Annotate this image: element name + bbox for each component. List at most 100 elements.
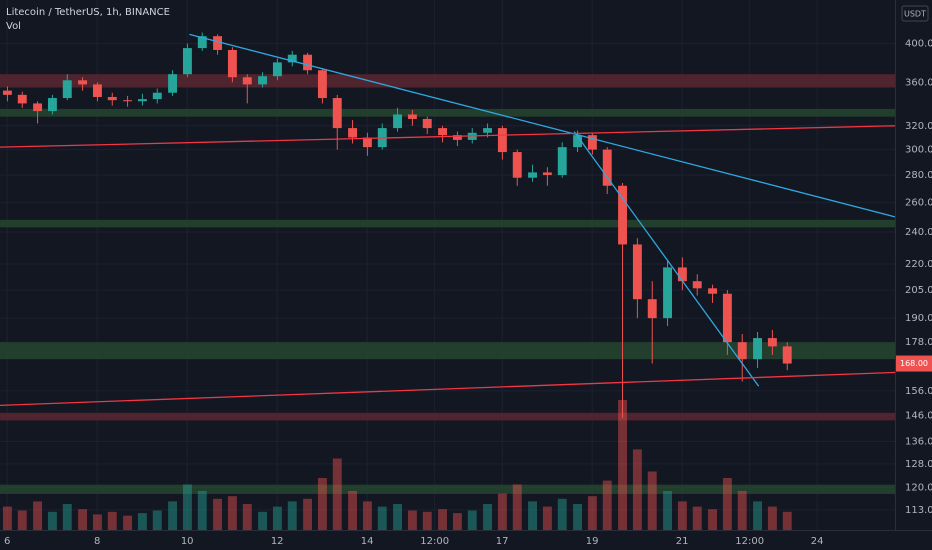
y-tick-label: 205.00 [905, 285, 932, 296]
candle-body [677, 267, 687, 282]
candle-body [2, 90, 12, 95]
candle-body [647, 299, 657, 319]
volume-bar [287, 501, 297, 530]
y-tick-label: 156.00 [905, 386, 932, 397]
volume-bar [708, 509, 717, 530]
volume-bar [422, 511, 432, 530]
candle-body [78, 80, 88, 85]
volume-bar [438, 509, 448, 530]
candle-body [767, 338, 777, 347]
volume-bar [197, 491, 207, 530]
volume-bar [663, 491, 672, 530]
trend-line [573, 131, 760, 387]
y-tick-label: 136.00 [905, 437, 932, 448]
candle-body [258, 76, 268, 85]
candle-body [272, 62, 282, 77]
x-tick-label: 10 [181, 536, 194, 547]
candle-body [602, 149, 612, 186]
volume-bar [303, 498, 313, 530]
volume-pane [2, 400, 792, 530]
candle-body [107, 96, 117, 101]
volume-bar [677, 501, 687, 530]
volume-bar [483, 504, 493, 530]
candle-body [407, 114, 417, 119]
zone [0, 108, 895, 117]
volume-bar [782, 511, 792, 530]
volume-bar [332, 458, 342, 530]
volume-bar [393, 504, 403, 530]
volume-bar [452, 513, 462, 530]
y-tick-label: 400.00 [905, 38, 932, 49]
trend-line [189, 33, 895, 218]
volume-bar [467, 510, 477, 530]
volume-bar [2, 506, 12, 530]
currency[interactable]: USDT [904, 10, 926, 19]
candle-body [753, 338, 762, 360]
volume-bar [123, 515, 133, 530]
last-price-label: 168.00 [900, 359, 928, 368]
candle-body [332, 98, 342, 129]
volume-label: Vol [6, 21, 21, 32]
candle-body [152, 92, 162, 100]
zone [0, 342, 895, 360]
zone [0, 74, 895, 88]
candle-body [512, 152, 522, 178]
candle-body [782, 346, 792, 364]
x-tick-label: 12:00 [420, 536, 449, 547]
x-tick-label: 12:00 [735, 536, 764, 547]
candle-body [123, 100, 133, 102]
candle-body [692, 281, 702, 289]
volume-bar [557, 498, 567, 530]
candle-body [542, 172, 552, 176]
y-tick-label: 360.00 [905, 77, 932, 88]
candle-body [197, 36, 207, 49]
volume-bar [168, 501, 178, 530]
volume-bar [407, 510, 417, 530]
volume-bar [497, 493, 507, 530]
volume-bar [272, 506, 282, 530]
candle-body [92, 84, 102, 97]
volume-bar [753, 501, 762, 530]
volume-bar [618, 400, 627, 530]
trend-line [0, 125, 895, 148]
volume-bar [573, 504, 582, 530]
x-tick-label: 8 [94, 536, 100, 547]
currency-box[interactable] [901, 5, 929, 22]
volume-bar [317, 478, 327, 530]
y-tick-label: 190.00 [905, 313, 932, 324]
y-tick-label: 240.00 [905, 227, 932, 238]
volume-bar [737, 491, 747, 530]
volume-bar [213, 498, 223, 530]
volume-bar [92, 514, 102, 530]
y-tick-label: 120.00 [905, 483, 932, 494]
candle-body [213, 36, 223, 50]
candle-body [317, 70, 327, 99]
volume-bar [227, 496, 237, 530]
candle-body [17, 94, 27, 104]
candle-body [452, 135, 462, 140]
x-tick-label: 17 [496, 536, 509, 547]
candle-body [708, 288, 717, 294]
volume-bar [78, 509, 88, 530]
chart-title: Litecoin / TetherUS, 1h, BINANCE [6, 7, 170, 18]
y-tick-label: 146.00 [905, 410, 932, 421]
y-tick-label: 320.00 [905, 121, 932, 132]
y-tick-label: 178.00 [905, 337, 932, 348]
candle-body [422, 118, 432, 129]
volume-bar [242, 504, 252, 530]
volume-bar [33, 501, 43, 530]
x-tick-label: 6 [4, 536, 10, 547]
candle-body [227, 49, 237, 78]
volume-bar [362, 501, 372, 530]
y-tick-label: 128.00 [905, 459, 932, 470]
candle-body [47, 98, 57, 112]
volume-bar [47, 511, 57, 530]
x-tick-label: 21 [676, 536, 689, 547]
volume-bar [62, 504, 72, 530]
zone [0, 412, 895, 421]
candle-body [632, 244, 642, 300]
y-tick-label: 260.00 [905, 197, 932, 208]
volume-bar [17, 510, 27, 530]
candle-body [393, 114, 403, 129]
